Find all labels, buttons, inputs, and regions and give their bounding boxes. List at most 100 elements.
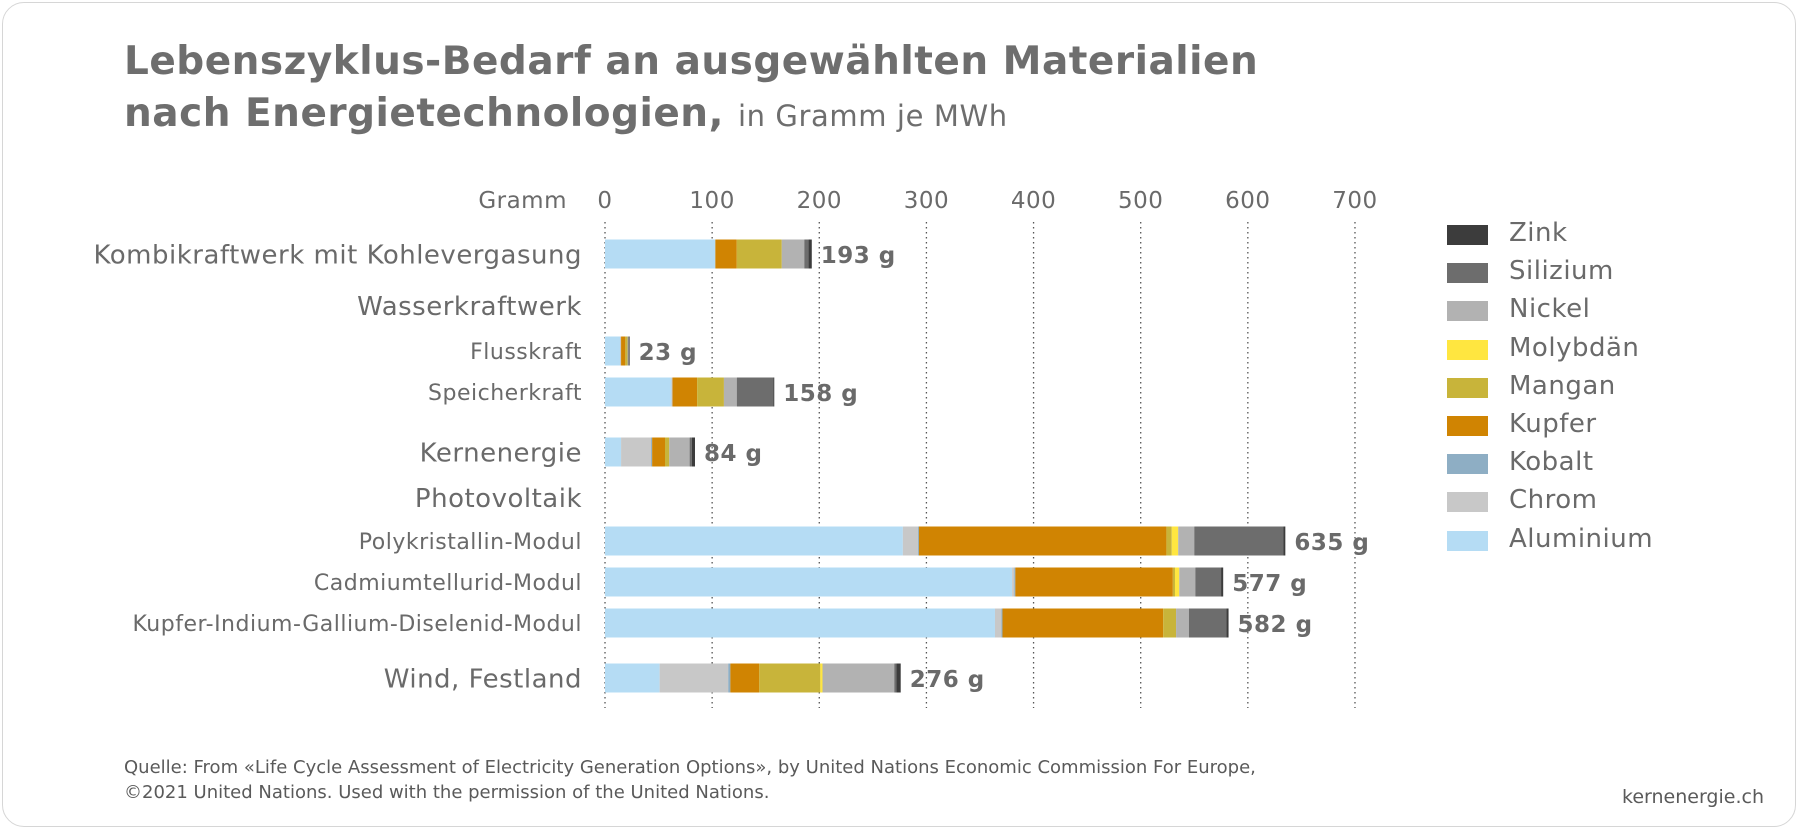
legend-swatch (1447, 416, 1488, 436)
row-label: Flusskraft (470, 340, 582, 365)
bar-segment-aluminium (605, 239, 716, 269)
legend-swatch (1447, 263, 1488, 284)
bar-segment-nickel (669, 437, 690, 467)
bar-segment-aluminium (605, 336, 620, 366)
legend-label: Molybdän (1509, 332, 1640, 363)
bar-segment-molybd-n (1171, 526, 1179, 556)
bar-segment-molybd-n (820, 663, 823, 693)
bar-segment-silizium (1194, 526, 1284, 556)
x-tick-label: 100 (689, 188, 734, 214)
legend-swatch (1447, 492, 1488, 513)
bar-segment-mangan (736, 239, 782, 269)
source-line-1: Quelle: From «Life Cycle Assessment of E… (124, 757, 1256, 778)
bar-segment-kupfer (621, 336, 626, 366)
legend-label: Aluminium (1509, 523, 1654, 554)
legend-swatch (1447, 339, 1488, 360)
legend-label: Kupfer (1509, 409, 1597, 439)
source-note: Quelle: From «Life Cycle Assessment of E… (124, 755, 1256, 805)
bar-segment-aluminium (605, 567, 1013, 597)
row-label: Kombikraftwerk mit Kohlevergasung (94, 240, 583, 270)
bar-segment-nickel (627, 336, 629, 366)
bar-segment-kobalt (917, 526, 919, 556)
group-header-photovoltaik: Photovoltaik (415, 484, 582, 514)
title-line-1: Lebenszyklus-Bedarf an ausgewählten Mate… (124, 39, 1259, 84)
legend-swatch (1447, 454, 1488, 475)
bar-segment-aluminium (605, 663, 660, 693)
row-label: Speicherkraft (428, 381, 582, 406)
x-tick-label: 400 (1011, 188, 1056, 214)
bar-segment-kobalt (728, 663, 731, 693)
bar-segment-zink (773, 377, 775, 407)
bar-segment-mangan (759, 663, 821, 693)
bar-segment-silizium (736, 377, 774, 407)
x-tick-label: 700 (1332, 188, 1377, 214)
bar-segment-silizium (689, 437, 692, 467)
row-label: Polykristallin-Modul (359, 530, 582, 555)
total-label: 635 g (1294, 530, 1369, 556)
bar-segment-kupfer (1015, 567, 1173, 597)
bar-segment-silizium (1195, 567, 1222, 597)
total-label: 23 g (639, 340, 697, 366)
row-label: Wind, Festland (384, 664, 582, 694)
bar-segment-silizium (1188, 608, 1227, 638)
bar-segment-zink (691, 437, 695, 467)
bar-segment-kupfer (652, 437, 665, 467)
bar-segment-chrom (994, 608, 1002, 638)
total-label: 84 g (704, 441, 762, 467)
bar-segment-mangan (664, 437, 670, 467)
bar-segment-kupfer (730, 663, 760, 693)
bar-segment-zink (808, 239, 812, 269)
bar-segment-aluminium (605, 377, 672, 407)
bar-segment-chrom (1012, 567, 1015, 597)
row-label: Cadmiumtellurid-Modul (314, 571, 582, 596)
chart-title: Lebenszyklus-Bedarf an ausgewählten Mate… (124, 36, 1258, 142)
bar-segment-silizium (894, 663, 897, 693)
legend-swatch (1447, 225, 1488, 245)
legend-swatch (1447, 301, 1488, 322)
group-header-wasserkraftwerk: Wasserkraftwerk (357, 292, 582, 322)
bar-segment-nickel (781, 239, 805, 269)
bar-segment-mangan (625, 336, 628, 366)
legend-label: Silizium (1509, 256, 1614, 287)
x-tick-label: 0 (597, 188, 612, 214)
x-tick-label: 300 (904, 188, 949, 214)
bar-segment-kupfer (715, 239, 737, 269)
legend-label: Nickel (1509, 294, 1591, 325)
title-line-2-text: nach Energietechnologien, (124, 91, 724, 136)
legend-swatch (1447, 530, 1488, 551)
site-credit: kernenergie.ch (1622, 786, 1764, 808)
bar-segment-nickel (723, 377, 737, 407)
legend-swatch (1447, 377, 1488, 398)
total-label: 276 g (910, 667, 985, 693)
bar-segment-mangan (1172, 567, 1175, 597)
x-tick-label: 600 (1225, 188, 1270, 214)
title-line-2: nach Energietechnologien, in Gramm je MW… (124, 88, 1258, 142)
row-label: Kupfer-Indium-Gallium-Diselenid-Modul (132, 612, 582, 637)
x-axis-label: Gramm (478, 188, 567, 214)
source-line-2: ©2021 United Nations. Used with the perm… (124, 782, 770, 803)
bar-segment-nickel (822, 663, 895, 693)
bar-segment-zink (1226, 608, 1229, 638)
bar-segment-aluminium (605, 608, 995, 638)
bar-segment-zink (1283, 526, 1286, 556)
chart-subtitle: in Gramm je MWh (737, 99, 1008, 133)
bar-segment-nickel (1176, 608, 1189, 638)
legend-label: Zink (1509, 218, 1568, 248)
bar-segment-nickel (1179, 567, 1196, 597)
bar-segment-chrom (902, 526, 918, 556)
legend-label: Kobalt (1509, 447, 1594, 478)
bar-segment-mangan (1163, 608, 1177, 638)
bar-segment-mangan (1166, 526, 1172, 556)
total-label: 577 g (1232, 571, 1307, 597)
bar-segment-nickel (1178, 526, 1195, 556)
bar-segment-mangan (697, 377, 724, 407)
bar-segment-kupfer (672, 377, 698, 407)
bar-segment-kobalt (1014, 567, 1016, 597)
x-tick-label: 500 (1118, 188, 1163, 214)
bar-segment-silizium (804, 239, 809, 269)
bar-segment-chrom (671, 377, 673, 407)
total-label: 582 g (1238, 612, 1313, 638)
x-tick-label: 200 (797, 188, 842, 214)
bar-segment-aluminium (605, 526, 903, 556)
